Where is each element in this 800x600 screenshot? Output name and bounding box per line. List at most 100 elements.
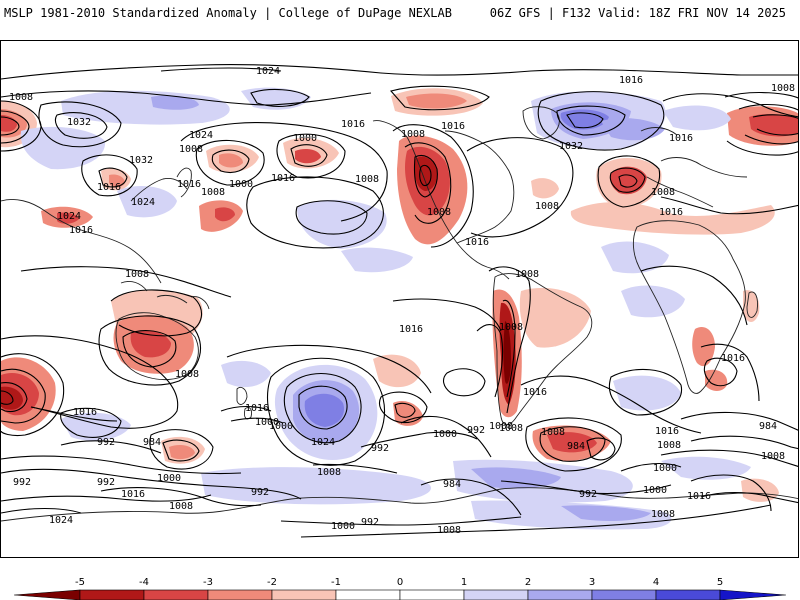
colorbar-segment-neg4 bbox=[143, 589, 209, 600]
isobar-siberia-b bbox=[54, 112, 108, 139]
isobar-sp-high-c bbox=[298, 385, 348, 430]
isobar-label: 1000 bbox=[643, 485, 667, 496]
colorbar-tick-label: 4 bbox=[653, 577, 659, 588]
isobar-label: 1000 bbox=[433, 429, 457, 440]
isobar-indian-loop bbox=[703, 357, 738, 387]
anomaly-south-pacific-e bbox=[221, 360, 271, 388]
isobar-label: 1016 bbox=[523, 387, 547, 398]
isobar-se-1016 bbox=[700, 492, 798, 504]
colorbar: -5 -4 -3 -2 -1 0 1 2 3 4 5 bbox=[13, 577, 787, 600]
isobar-label: 1024 bbox=[256, 66, 280, 77]
isobar-s-atlantic-high bbox=[609, 368, 683, 416]
isobar-label: 1008 bbox=[535, 201, 559, 212]
coast-antarctica bbox=[1, 487, 798, 522]
isobar-label: 1016 bbox=[721, 353, 745, 364]
isobar-label: 1024 bbox=[131, 197, 155, 208]
anomaly-central-pacific bbox=[341, 247, 413, 273]
isobar-s-indian-1016 bbox=[1, 335, 179, 429]
anomaly-central-asia bbox=[117, 186, 177, 218]
isobar-n-europe-c bbox=[738, 104, 798, 145]
colorbar-arrow-high bbox=[719, 589, 787, 600]
colorbar-tick-label: -2 bbox=[267, 577, 277, 588]
isobar-label: 1032 bbox=[67, 117, 91, 128]
isobar-sw-1024 bbox=[1, 507, 82, 514]
anomaly-med-low-core bbox=[57, 212, 79, 224]
colorbar-segment-pos0 bbox=[399, 589, 465, 600]
colorbar-tick-label: 3 bbox=[589, 577, 595, 588]
isobar-bering-ring-a bbox=[195, 139, 265, 186]
colorbar-arrow-low bbox=[13, 589, 81, 600]
isobar-label: 1024 bbox=[189, 130, 213, 141]
anomaly-southern-ocean-east bbox=[741, 478, 779, 502]
isobar-sw-1008 bbox=[100, 487, 262, 507]
isobar-label: 992 bbox=[251, 487, 269, 498]
isobar-atlantic-low-a bbox=[597, 155, 661, 208]
isobar-label: 1008 bbox=[179, 144, 203, 155]
colorbar-tick-label: -1 bbox=[331, 577, 341, 588]
anomaly-andes-deep bbox=[503, 321, 511, 384]
isobar-label: 1008 bbox=[651, 509, 675, 520]
isobar-mid-pacific-1016 bbox=[392, 298, 502, 332]
isobar-label: 992 bbox=[97, 437, 115, 448]
isobar-label: 1016 bbox=[659, 207, 683, 218]
isobar-label: 1024 bbox=[49, 515, 73, 526]
anomaly-tasman-core bbox=[169, 445, 195, 460]
isobar-atlantic-high-a bbox=[466, 137, 574, 238]
isobar-pacific-high-b bbox=[295, 200, 368, 235]
isobar-label: 1008 bbox=[515, 269, 539, 280]
isobar-n-america-a bbox=[392, 124, 474, 248]
colorbar-tick-label: -5 bbox=[75, 577, 85, 588]
isobar-australia-a bbox=[98, 315, 202, 386]
isobar-south-indian-1000 bbox=[1, 455, 242, 475]
anomaly-south-pacific-high-deep bbox=[304, 393, 345, 427]
colorbar-segment-neg2 bbox=[271, 589, 337, 600]
isobar-n-pacific-1024 bbox=[160, 67, 282, 72]
isobar-label: 992 bbox=[97, 477, 115, 488]
coast-south-america bbox=[492, 273, 593, 426]
isobar-label: 1016 bbox=[619, 75, 643, 86]
isobar-n-america-d bbox=[419, 164, 432, 187]
isobar-s-atlantic-low-a bbox=[525, 417, 622, 472]
anomaly-w-north-america-deep bbox=[414, 156, 438, 191]
isobar-label: 1008 bbox=[657, 440, 681, 451]
colorbar-segment-pos4 bbox=[655, 589, 721, 600]
isobar-label: 1016 bbox=[341, 119, 365, 130]
isobar-sp-high-a bbox=[266, 357, 386, 466]
isobar-label: 992 bbox=[371, 443, 389, 454]
isobar-greenland-c bbox=[566, 112, 604, 129]
coast-asia bbox=[1, 178, 188, 284]
isobar-s-atlantic-1000 bbox=[620, 462, 682, 472]
isobar-s-atlantic-low-c bbox=[586, 437, 616, 461]
isobar-south-indian-1008 bbox=[60, 440, 162, 454]
isobar-asia-a bbox=[81, 154, 138, 197]
colorbar-segments bbox=[13, 589, 787, 600]
colorbar-segment-neg1 bbox=[335, 589, 401, 600]
isobar-label: 1008 bbox=[317, 467, 341, 478]
isobar-label: 992 bbox=[579, 489, 597, 500]
isobar-label: 1008 bbox=[771, 83, 795, 94]
coast-north-america bbox=[372, 120, 515, 280]
isobar-se-indian-b bbox=[690, 435, 798, 450]
map-title: MSLP 1981-2010 Standardized Anomaly | Co… bbox=[4, 6, 452, 20]
anomaly-europe bbox=[570, 202, 775, 235]
anomaly-south-atlantic-high bbox=[613, 375, 681, 411]
isobar-label: 1000 bbox=[293, 133, 317, 144]
colorbar-tick-label: 5 bbox=[717, 577, 723, 588]
colorbar-tick-label: 2 bbox=[525, 577, 531, 588]
isobar-s-america-1016 bbox=[476, 324, 504, 398]
coast-madagascar bbox=[746, 291, 758, 318]
isobar-australia-b bbox=[122, 330, 177, 368]
isobar-label: 1016 bbox=[121, 489, 145, 500]
isobar-s-america-1008 bbox=[488, 266, 531, 414]
map-panel: 1024 1008 1016 1008 1032 1024 1000 1016 … bbox=[0, 40, 799, 558]
isobar-n-europe-b bbox=[724, 92, 798, 156]
isobar-sp-low-a bbox=[378, 391, 428, 424]
anomaly-arctic-high-a-core bbox=[151, 95, 199, 110]
run-info: 06Z GFS | F132 Valid: 18Z FRI NOV 14 202… bbox=[489, 6, 786, 20]
isobar-s-atlantic-low-b bbox=[539, 426, 606, 462]
isobar-n-america-c bbox=[413, 154, 438, 198]
isobar-sp-high-b bbox=[283, 372, 362, 444]
isobar-label: 1008 bbox=[499, 322, 523, 333]
anomaly-bering-b-core bbox=[295, 149, 321, 164]
anomaly-n-pacific-a-core bbox=[215, 207, 235, 222]
